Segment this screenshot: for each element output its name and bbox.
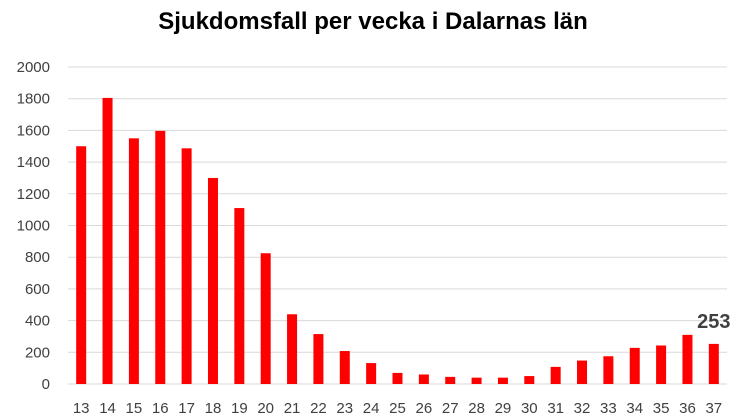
y-tick-label: 200 <box>25 344 50 361</box>
annotations: 253 <box>697 311 730 333</box>
y-tick-label: 1000 <box>17 218 50 235</box>
bar <box>524 376 535 384</box>
bar <box>603 356 614 384</box>
bars <box>76 97 719 384</box>
x-tick-label: 21 <box>284 400 301 417</box>
y-tick-label: 0 <box>42 376 50 393</box>
gridlines <box>68 66 727 385</box>
x-tick-label: 25 <box>389 400 406 417</box>
chart-title: Sjukdomsfall per vecka i Dalarnas län <box>158 8 588 35</box>
bar <box>445 376 456 384</box>
x-tick-label: 13 <box>73 400 90 417</box>
bar <box>577 360 588 384</box>
x-tick-label: 22 <box>310 400 327 417</box>
x-tick-label: 30 <box>521 400 538 417</box>
bar <box>550 366 561 384</box>
bar <box>629 347 640 384</box>
bar <box>128 138 139 384</box>
x-tick-label: 14 <box>99 400 116 417</box>
x-tick-label: 31 <box>547 400 564 417</box>
bar <box>418 374 429 384</box>
x-tick-label: 29 <box>495 400 512 417</box>
bar <box>313 334 324 384</box>
bar <box>234 208 245 384</box>
x-tick-label: 36 <box>679 400 696 417</box>
x-axis-ticks: 13 14 15 16 17 18 19 20 21 22 23 24 25 26 27 28 29 30 31 32… <box>73 400 722 417</box>
x-tick-label: 23 <box>336 400 353 417</box>
y-tick-label: 1800 <box>17 91 50 108</box>
bar <box>656 345 667 384</box>
bar <box>708 343 719 384</box>
bar <box>471 377 482 384</box>
y-axis-ticks: 0 200 400 600 800 1000 1200 1400 1600 1800 2000 <box>17 59 50 393</box>
y-tick-label: 800 <box>25 249 50 266</box>
x-tick-label: 19 <box>231 400 248 417</box>
y-tick-label: 1400 <box>17 154 50 171</box>
x-tick-label: 18 <box>205 400 222 417</box>
x-tick-label: 16 <box>152 400 169 417</box>
y-tick-label: 400 <box>25 313 50 330</box>
bar <box>260 253 271 384</box>
y-tick-label: 600 <box>25 281 50 298</box>
x-tick-label: 37 <box>705 400 722 417</box>
bar <box>207 177 218 384</box>
x-tick-label: 20 <box>257 400 274 417</box>
bar <box>287 314 298 384</box>
x-tick-label: 26 <box>416 400 433 417</box>
bar <box>102 97 113 384</box>
y-tick-label: 1200 <box>17 186 50 203</box>
bar <box>339 351 350 384</box>
bar <box>181 148 192 384</box>
bar <box>76 146 87 384</box>
bar <box>497 377 508 384</box>
bar <box>392 372 403 384</box>
x-tick-label: 35 <box>653 400 670 417</box>
x-tick-label: 15 <box>126 400 143 417</box>
y-tick-label: 2000 <box>17 59 50 76</box>
bar <box>366 363 377 384</box>
x-tick-label: 24 <box>363 400 380 417</box>
x-tick-label: 33 <box>600 400 617 417</box>
x-tick-label: 17 <box>178 400 195 417</box>
bar <box>155 130 166 384</box>
data-label: 253 <box>697 311 730 333</box>
x-tick-label: 34 <box>626 400 643 417</box>
bar <box>682 334 693 384</box>
x-tick-label: 28 <box>468 400 485 417</box>
x-tick-label: 27 <box>442 400 459 417</box>
y-tick-label: 1600 <box>17 122 50 139</box>
x-tick-label: 32 <box>574 400 591 417</box>
